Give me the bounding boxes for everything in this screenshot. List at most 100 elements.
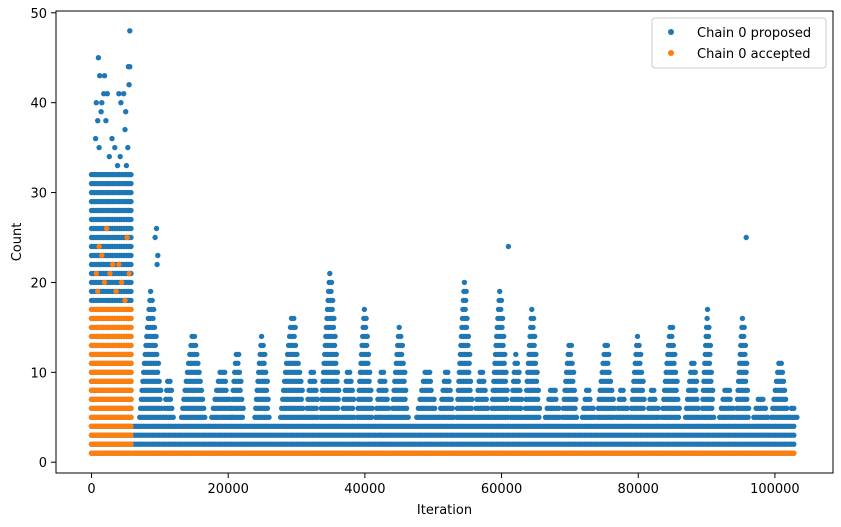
proposed-point xyxy=(265,396,271,402)
proposed-point xyxy=(235,360,241,366)
proposed-point xyxy=(553,396,559,402)
proposed-point xyxy=(349,387,355,393)
proposed-point xyxy=(464,315,470,322)
proposed-point xyxy=(427,378,434,384)
proposed-point xyxy=(201,405,207,411)
proposed-point xyxy=(534,369,540,375)
accepted-point xyxy=(128,423,134,429)
x-axis: 0 20000 40000 60000 80000 100000 xyxy=(87,473,800,497)
proposed-point xyxy=(239,414,246,420)
proposed-point xyxy=(637,360,643,366)
proposed-point xyxy=(385,405,392,411)
proposed-point xyxy=(467,378,474,384)
accepted-point xyxy=(128,333,134,340)
proposed-point xyxy=(99,100,105,106)
proposed-point xyxy=(261,360,267,366)
proposed-point xyxy=(198,387,205,393)
proposed-point xyxy=(516,369,522,375)
proposed-point xyxy=(365,360,371,366)
proposed-point xyxy=(693,378,700,384)
proposed-point xyxy=(711,414,717,420)
accepted-point xyxy=(124,234,130,241)
proposed-point xyxy=(350,396,357,402)
proposed-point xyxy=(536,405,543,411)
proposed-point xyxy=(167,378,173,384)
proposed-point xyxy=(518,396,525,402)
proposed-point xyxy=(128,279,134,286)
proposed-point xyxy=(292,342,299,349)
proposed-point xyxy=(405,414,411,420)
proposed-point xyxy=(96,144,102,151)
proposed-point xyxy=(447,387,453,393)
proposed-point xyxy=(484,405,491,411)
proposed-point xyxy=(556,405,562,411)
proposed-point xyxy=(530,315,537,322)
proposed-point xyxy=(568,342,575,349)
proposed-point xyxy=(604,342,611,349)
proposed-point xyxy=(587,396,593,402)
proposed-point xyxy=(462,306,468,313)
proposed-point xyxy=(263,369,269,375)
accepted-point xyxy=(122,297,128,304)
proposed-point xyxy=(502,378,509,384)
proposed-point xyxy=(514,360,521,366)
proposed-point xyxy=(398,333,404,340)
proposed-point xyxy=(97,73,103,79)
proposed-point xyxy=(122,126,128,133)
proposed-point xyxy=(236,369,243,375)
proposed-point xyxy=(364,333,370,340)
proposed-point xyxy=(314,396,320,402)
proposed-point xyxy=(638,369,645,375)
proposed-point xyxy=(468,405,474,411)
proposed-point xyxy=(128,189,134,196)
proposed-point xyxy=(605,360,611,366)
proposed-point xyxy=(383,387,389,393)
proposed-point xyxy=(467,387,473,393)
proposed-point xyxy=(222,378,229,384)
proposed-point xyxy=(505,243,512,250)
proposed-point xyxy=(784,405,790,411)
proposed-point xyxy=(742,351,748,358)
proposed-point xyxy=(335,396,341,402)
proposed-point xyxy=(518,405,524,411)
accepted-point xyxy=(107,270,113,277)
x-tick-label: 40000 xyxy=(344,482,385,497)
proposed-point xyxy=(351,414,357,420)
legend-marker-proposed xyxy=(668,29,674,35)
proposed-point xyxy=(114,162,121,169)
proposed-point xyxy=(502,351,508,358)
proposed-point xyxy=(365,351,372,358)
y-tick-label: 50 xyxy=(30,7,47,22)
proposed-point xyxy=(366,378,372,384)
proposed-point xyxy=(116,91,122,97)
proposed-point xyxy=(466,369,472,375)
proposed-point xyxy=(154,369,161,375)
proposed-point xyxy=(128,261,134,268)
accepted-point xyxy=(128,414,134,420)
proposed-point xyxy=(671,360,677,366)
proposed-point xyxy=(672,369,679,375)
proposed-point xyxy=(368,414,375,420)
proposed-point xyxy=(258,333,265,340)
proposed-point xyxy=(742,378,749,384)
proposed-point xyxy=(641,396,647,402)
proposed-point xyxy=(498,297,505,304)
proposed-point xyxy=(536,414,542,420)
accepted-point xyxy=(128,441,134,447)
proposed-point xyxy=(781,387,788,393)
proposed-point xyxy=(669,324,676,331)
proposed-point xyxy=(95,118,101,124)
proposed-point xyxy=(106,153,113,160)
proposed-point xyxy=(428,387,434,393)
proposed-point xyxy=(745,405,752,411)
accepted-point xyxy=(128,306,134,313)
proposed-point xyxy=(624,405,630,411)
proposed-point xyxy=(479,369,486,375)
accepted-point xyxy=(126,270,132,277)
proposed-point xyxy=(191,333,198,340)
x-tick-label: 100000 xyxy=(750,482,800,497)
proposed-point xyxy=(743,369,749,375)
proposed-point xyxy=(567,351,574,358)
accepted-point xyxy=(103,225,110,232)
